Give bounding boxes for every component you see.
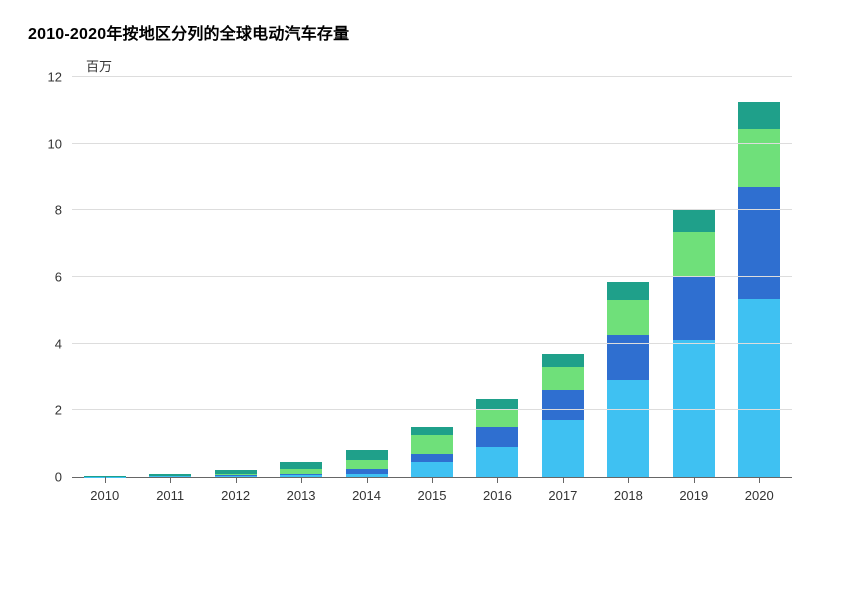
x-tick-mark <box>301 477 302 483</box>
ev-stock-chart: 百万 024681012 201020112012201320142015201… <box>72 78 812 503</box>
bar-segment <box>280 462 322 469</box>
gridline <box>72 409 792 410</box>
bar-segment <box>411 435 453 453</box>
x-tick-label: 2011 <box>149 488 191 503</box>
x-tick-label: 2017 <box>542 488 584 503</box>
bar-group <box>72 78 792 477</box>
bar-segment <box>738 102 780 129</box>
bar-segment <box>476 410 518 427</box>
x-tick-label: 2016 <box>476 488 518 503</box>
bar-segment <box>673 209 715 232</box>
y-tick-label: 8 <box>55 203 72 218</box>
gridline <box>72 209 792 210</box>
bar-segment <box>738 187 780 299</box>
y-tick-label: 0 <box>55 470 72 485</box>
bar <box>542 354 584 477</box>
bar-segment <box>738 299 780 477</box>
x-tick-mark <box>563 477 564 483</box>
x-tick-mark <box>497 477 498 483</box>
bar-segment <box>607 282 649 300</box>
bar-segment <box>607 380 649 477</box>
y-tick-label: 6 <box>55 270 72 285</box>
x-axis: 2010 2011 2012 2013 2014 2015 2016 2017 2018 2019… <box>72 488 792 503</box>
x-tick-label: 2018 <box>607 488 649 503</box>
bar <box>411 427 453 477</box>
x-tick-mark <box>236 477 237 483</box>
x-tick-label: 2013 <box>280 488 322 503</box>
bar-segment <box>346 450 388 460</box>
gridline <box>72 343 792 344</box>
bar <box>738 102 780 477</box>
bar-segment <box>476 427 518 447</box>
y-tick-label: 12 <box>48 70 72 85</box>
bar <box>280 462 322 477</box>
bar-segment <box>542 354 584 367</box>
x-tick-mark <box>367 477 368 483</box>
x-tick-label: 2014 <box>346 488 388 503</box>
x-tick-mark <box>694 477 695 483</box>
bar-segment <box>673 232 715 277</box>
bar-segment <box>542 420 584 477</box>
x-tick-mark <box>170 477 171 483</box>
gridline <box>72 76 792 77</box>
x-tick-label: 2019 <box>673 488 715 503</box>
bar-segment <box>542 367 584 390</box>
bar <box>607 282 649 477</box>
bar <box>346 450 388 477</box>
x-tick-label: 2012 <box>215 488 257 503</box>
bar-segment <box>411 427 453 435</box>
bar-segment <box>411 454 453 462</box>
bar <box>476 399 518 477</box>
y-tick-label: 2 <box>55 403 72 418</box>
x-tick-mark <box>432 477 433 483</box>
y-axis-unit: 百万 <box>86 56 112 75</box>
x-tick-label: 2010 <box>84 488 126 503</box>
x-tick-mark <box>628 477 629 483</box>
x-tick-mark <box>759 477 760 483</box>
x-tick-mark <box>105 477 106 483</box>
gridline <box>72 276 792 277</box>
bar-segment <box>673 277 715 340</box>
bar-segment <box>476 447 518 477</box>
bar-segment <box>411 462 453 477</box>
gridline <box>72 143 792 144</box>
plot-area: 024681012 <box>72 78 792 478</box>
bar-segment <box>607 300 649 335</box>
x-tick-label: 2020 <box>738 488 780 503</box>
bar-segment <box>346 460 388 468</box>
page-title: 2010-2020年按地区分列的全球电动汽车存量 <box>28 20 813 44</box>
y-tick-label: 10 <box>48 136 72 151</box>
y-tick-label: 4 <box>55 336 72 351</box>
bar <box>215 470 257 477</box>
x-tick-label: 2015 <box>411 488 453 503</box>
bar-segment <box>738 129 780 187</box>
bar-segment <box>542 390 584 420</box>
